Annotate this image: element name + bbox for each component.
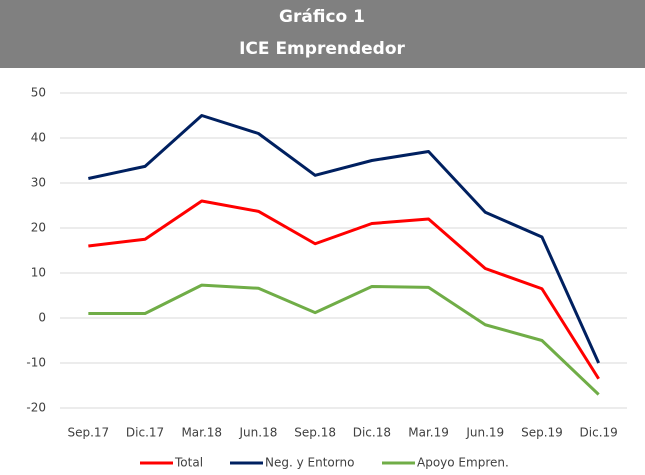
series-line	[88, 283, 600, 396]
header-band	[0, 0, 645, 68]
y-tick-label: 0	[38, 311, 46, 325]
x-tick-label: Sep.18	[294, 426, 336, 440]
series-line	[88, 114, 601, 364]
x-tick-label: Dic.18	[353, 426, 391, 440]
x-tick-label: Dic.19	[580, 426, 618, 440]
y-tick-label: -10	[26, 356, 46, 370]
chart-title: Gráfico 1	[279, 7, 365, 27]
y-tick-label: 10	[31, 266, 46, 280]
y-tick-label: -20	[26, 401, 46, 415]
legend-label: Neg. y Entorno	[265, 456, 354, 470]
x-tick-label: Dic.17	[126, 426, 164, 440]
y-tick-label: 40	[31, 131, 46, 145]
y-tick-label: 20	[31, 221, 46, 235]
x-tick-label: Sep.19	[521, 426, 563, 440]
x-tick-label: Jun.18	[239, 426, 278, 440]
series-line	[88, 199, 600, 380]
legend-label: Apoyo Empren.	[417, 456, 509, 470]
y-tick-label: 30	[31, 176, 46, 190]
x-tick-label: Mar.19	[408, 426, 449, 440]
x-tick-label: Jun.19	[465, 426, 504, 440]
legend-label: Total	[174, 456, 203, 470]
chart-subtitle: ICE Emprendedor	[239, 39, 405, 59]
x-tick-label: Mar.18	[181, 426, 222, 440]
x-tick-label: Sep.17	[67, 426, 109, 440]
y-tick-label: 50	[31, 86, 46, 100]
